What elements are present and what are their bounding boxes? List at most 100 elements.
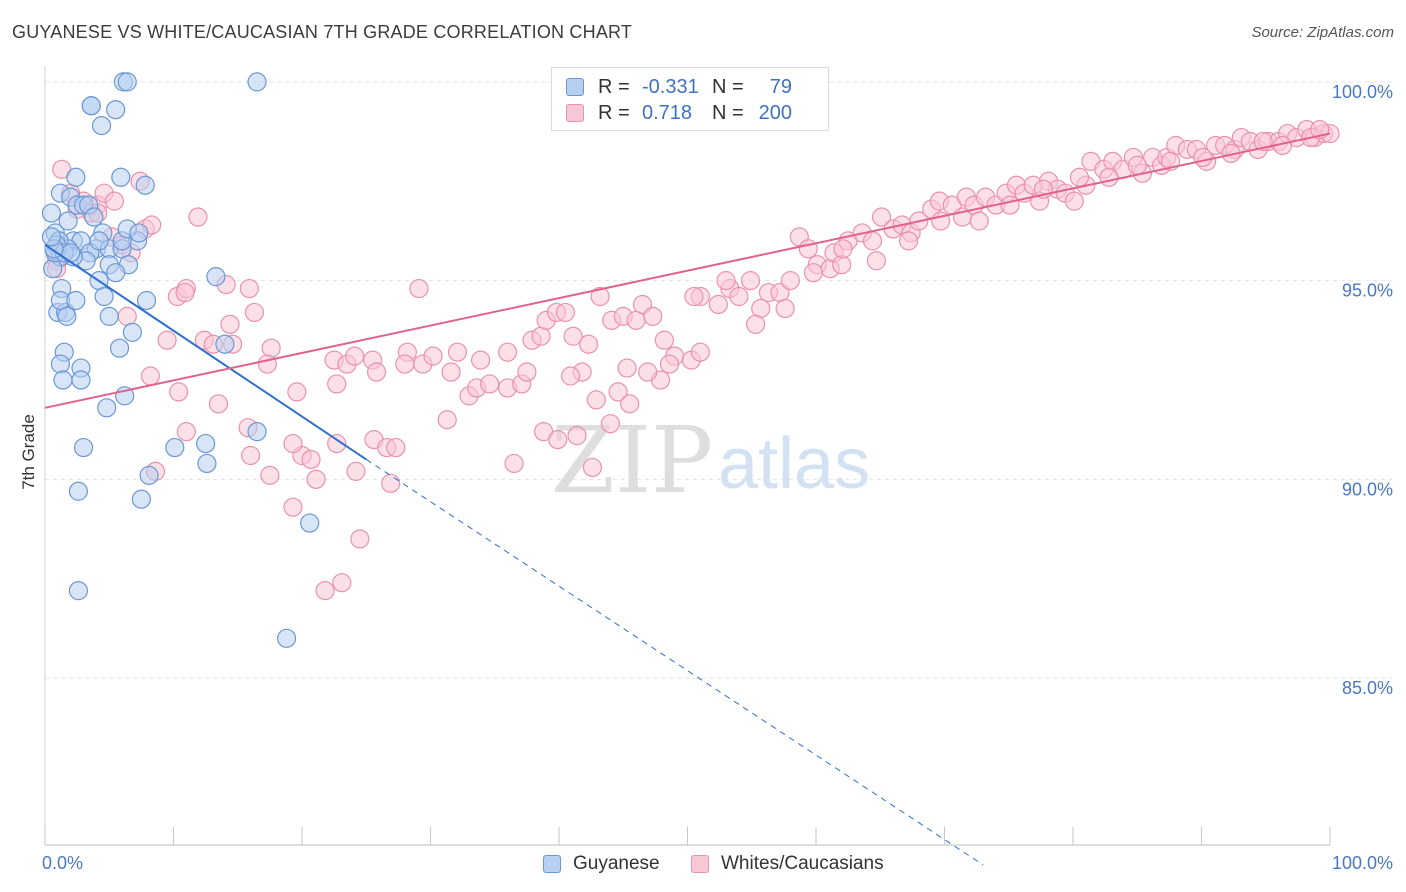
legend-label-guyanese: Guyanese [573,853,660,874]
data-point [798,239,818,259]
data-point [898,231,919,251]
legend-item-whites[interactable]: Whites/Caucasians [691,852,884,876]
legend-row-guyanese: R = -0.331 N = 79 [566,75,792,99]
data-point [276,628,297,648]
data-point [283,433,303,454]
data-point [206,267,226,287]
data-point [751,298,771,319]
chart-title: GUYANESE VS WHITE/CAUCASIAN 7TH GRADE CO… [12,22,633,42]
data-point [409,278,429,299]
data-point [332,573,352,593]
data-point [740,271,761,291]
legend-label-whites: Whites/Caucasians [721,853,884,874]
data-point [260,465,280,485]
data-point [471,350,491,370]
legend-swatch-guyanese [566,78,584,96]
data-point [617,358,637,378]
watermark-atlas: atlas [718,424,870,504]
trend-line-whites [44,132,1331,409]
data-point [381,473,401,493]
y-tick-label: 90.0% [1342,479,1393,499]
data-point [780,271,800,291]
data-point [1069,167,1090,187]
data-point [586,390,606,410]
data-point [638,362,658,382]
data-point [135,175,155,195]
data-point [560,366,581,386]
data-point [131,489,151,509]
data-point [261,338,281,358]
data-point [306,469,326,489]
data-point [58,211,78,231]
whites-caucasians-points [46,119,1340,601]
guyanese-points [41,72,320,648]
data-point [165,437,185,458]
data-point [684,286,704,307]
x-tick-label-max: 100.0% [1332,853,1393,873]
data-point [833,239,853,259]
data-point [111,167,131,187]
data-point [196,433,216,454]
data-point [106,100,126,120]
data-point [480,374,500,394]
data-point [871,207,892,227]
data-point [690,342,710,362]
legend-r-label: R = [598,101,630,124]
data-point [244,302,265,323]
source-label: Source: ZipAtlas.com [1251,24,1394,41]
data-point [600,414,621,434]
data-point [283,497,303,517]
data-point [555,302,576,323]
data-point [129,223,149,243]
data-point [659,354,680,374]
legend-n-value: 200 [758,101,792,124]
data-point [247,72,267,92]
data-point [241,445,261,466]
data-point [969,211,989,231]
data-point [176,422,196,442]
y-tick-label: 85.0% [1342,678,1393,698]
data-point [139,465,159,485]
legend-item-guyanese[interactable]: Guyanese [543,852,660,876]
data-point [140,366,160,386]
data-point [504,453,524,474]
data-point [84,207,104,227]
data-point [287,382,307,402]
data-point [803,263,824,283]
data-point [1127,155,1147,175]
data-point [61,243,81,263]
legend-r-value: -0.331 [642,75,699,98]
data-point [746,314,766,334]
data-point [109,338,130,358]
data-point [197,453,217,474]
data-point [50,354,71,374]
data-point [53,370,73,390]
data-point [578,334,599,354]
data-point [73,437,94,458]
data-point [350,529,370,549]
data-point [1000,195,1020,215]
data-point [866,251,886,271]
data-point [395,354,415,374]
data-point [862,231,883,251]
trend-line-guyanese [44,244,367,461]
data-point [345,346,365,366]
data-point [157,330,177,350]
trend-lines [44,132,1331,866]
data-point [247,422,267,442]
data-point [94,286,114,307]
data-point [300,513,320,533]
data-point [41,203,62,223]
watermark: ZIP atlas [551,407,870,514]
stats-legend: R = -0.331 N = 79 R = 0.718 N = 200 [551,67,829,131]
data-point [122,322,142,342]
data-point [832,255,852,275]
data-point [366,362,387,382]
legend-n-label: N = [712,101,744,124]
data-point [346,461,366,481]
data-point [41,227,62,247]
data-point [104,191,124,211]
data-point [386,437,406,458]
data-point [169,382,189,402]
